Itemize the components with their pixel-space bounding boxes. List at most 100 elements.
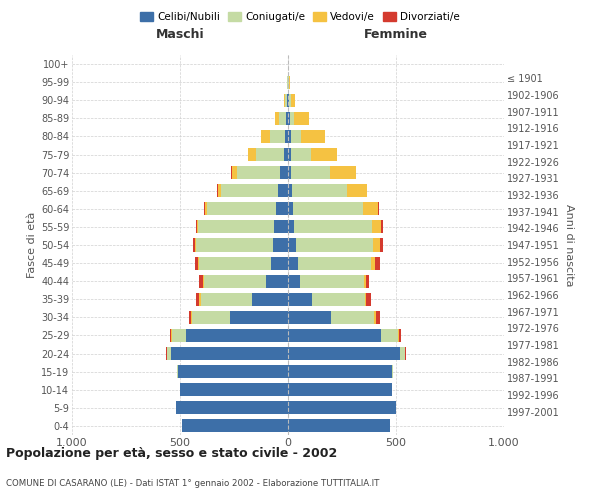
Bar: [278, 184, 288, 197]
Bar: [291, 94, 295, 107]
Bar: [295, 112, 308, 125]
Bar: [398, 329, 399, 342]
Bar: [288, 238, 296, 252]
Bar: [203, 274, 204, 287]
Bar: [253, 293, 288, 306]
Bar: [288, 402, 396, 414]
Bar: [237, 166, 280, 179]
Bar: [312, 293, 365, 306]
Bar: [373, 238, 380, 252]
Bar: [301, 130, 325, 143]
Bar: [256, 148, 284, 161]
Bar: [178, 365, 288, 378]
Bar: [266, 274, 288, 287]
Bar: [167, 347, 172, 360]
Bar: [290, 112, 295, 125]
Bar: [288, 166, 291, 179]
Bar: [311, 148, 337, 161]
Bar: [399, 329, 401, 342]
Bar: [205, 202, 207, 215]
Bar: [365, 293, 367, 306]
Bar: [207, 202, 276, 215]
Bar: [286, 112, 288, 125]
Y-axis label: Fasce di età: Fasce di età: [26, 212, 37, 278]
Bar: [288, 112, 290, 125]
Bar: [180, 383, 288, 396]
Bar: [192, 311, 230, 324]
Bar: [284, 148, 288, 161]
Bar: [288, 383, 392, 396]
Bar: [187, 329, 288, 342]
Bar: [380, 238, 383, 252]
Bar: [280, 166, 288, 179]
Bar: [331, 311, 374, 324]
Bar: [232, 166, 237, 179]
Bar: [291, 166, 330, 179]
Bar: [288, 274, 300, 287]
Legend: Celibi/Nubili, Coniugati/e, Vedovi/e, Divorziati/e: Celibi/Nubili, Coniugati/e, Vedovi/e, Di…: [136, 8, 464, 26]
Bar: [288, 420, 389, 432]
Bar: [196, 238, 273, 252]
Bar: [248, 148, 256, 161]
Bar: [300, 274, 364, 287]
Bar: [261, 130, 269, 143]
Bar: [366, 274, 369, 287]
Bar: [367, 293, 371, 306]
Bar: [193, 238, 195, 252]
Bar: [371, 256, 376, 270]
Bar: [271, 256, 288, 270]
Bar: [289, 94, 291, 107]
Bar: [288, 329, 381, 342]
Bar: [374, 311, 376, 324]
Bar: [199, 256, 271, 270]
Bar: [221, 184, 278, 197]
Bar: [197, 220, 199, 234]
Text: COMUNE DI CASARANO (LE) - Dati ISTAT 1° gennaio 2002 - Elaborazione TUTTITALIA.I: COMUNE DI CASARANO (LE) - Dati ISTAT 1° …: [6, 479, 379, 488]
Bar: [276, 202, 288, 215]
Bar: [296, 238, 373, 252]
Text: Popolazione per età, sesso e stato civile - 2002: Popolazione per età, sesso e stato civil…: [6, 448, 337, 460]
Bar: [372, 220, 381, 234]
Bar: [330, 166, 356, 179]
Bar: [177, 365, 178, 378]
Bar: [392, 365, 393, 378]
Bar: [284, 94, 285, 107]
Bar: [287, 94, 288, 107]
Bar: [288, 347, 400, 360]
Bar: [288, 256, 298, 270]
Bar: [191, 311, 192, 324]
Bar: [275, 112, 280, 125]
Bar: [195, 256, 199, 270]
Bar: [288, 94, 289, 107]
Bar: [172, 329, 187, 342]
Bar: [285, 130, 288, 143]
Bar: [376, 311, 380, 324]
Bar: [381, 329, 398, 342]
Bar: [292, 184, 347, 197]
Bar: [195, 238, 196, 252]
Bar: [288, 130, 291, 143]
Bar: [288, 202, 293, 215]
Bar: [273, 238, 288, 252]
Bar: [288, 311, 331, 324]
Bar: [381, 220, 383, 234]
Bar: [196, 293, 199, 306]
Text: Maschi: Maschi: [155, 28, 205, 40]
Bar: [288, 365, 392, 378]
Bar: [362, 202, 377, 215]
Bar: [196, 220, 197, 234]
Bar: [293, 202, 362, 215]
Bar: [288, 148, 291, 161]
Bar: [291, 130, 301, 143]
Bar: [274, 220, 288, 234]
Bar: [199, 220, 274, 234]
Bar: [176, 402, 288, 414]
Bar: [172, 347, 288, 360]
Bar: [188, 311, 191, 324]
Bar: [377, 202, 379, 215]
Bar: [288, 184, 292, 197]
Bar: [269, 130, 285, 143]
Bar: [376, 256, 380, 270]
Y-axis label: Anni di nascita: Anni di nascita: [564, 204, 574, 286]
Bar: [295, 220, 372, 234]
